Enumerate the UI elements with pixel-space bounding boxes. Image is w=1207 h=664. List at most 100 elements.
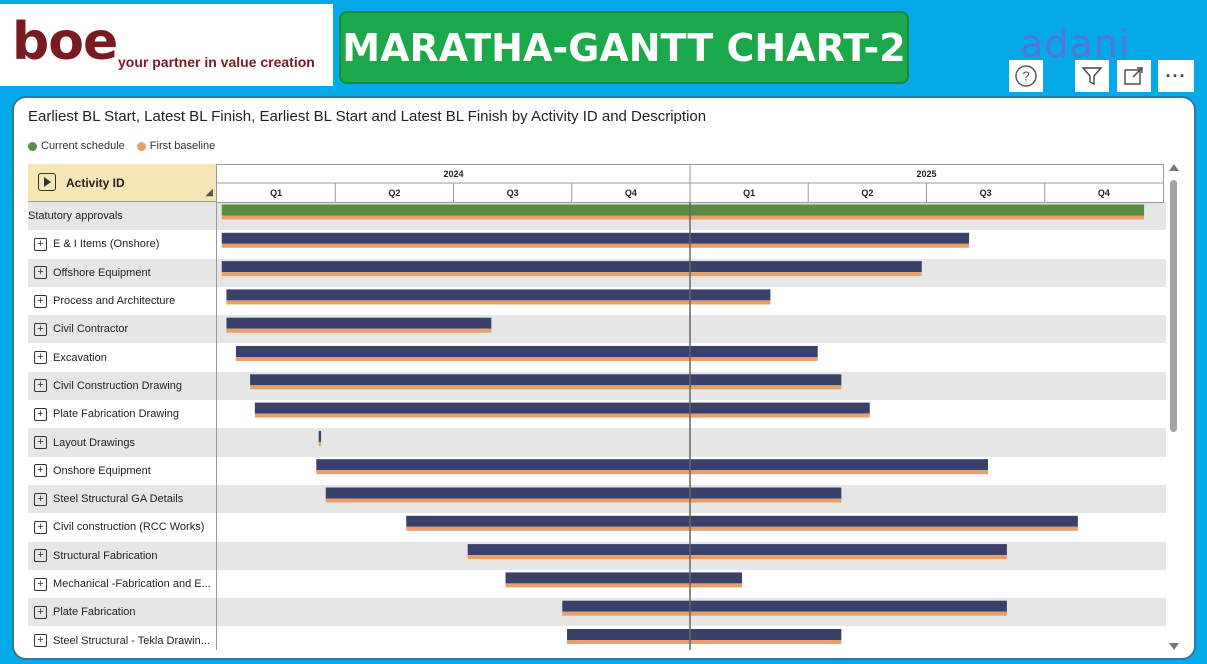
current-schedule-bar: [505, 572, 743, 584]
adani-logo: adani: [1020, 22, 1131, 66]
row-label: + Mechanical -Fabrication and E...: [28, 570, 216, 598]
row-label: + Structural Fabrication: [28, 542, 216, 570]
table-row: + Process and Architecture: [28, 287, 1166, 315]
quarter-label: Q1: [270, 188, 282, 198]
current-schedule-bar: [567, 629, 842, 640]
row-label: + Steel Structural - Tekla Drawin...: [28, 627, 216, 655]
table-row: + Steel Structural - Tekla Drawin...: [28, 627, 1166, 655]
more-options-button[interactable]: ···: [1158, 60, 1194, 92]
row-label: + Onshore Equipment: [28, 457, 216, 485]
table-row: + Excavation: [28, 344, 1166, 372]
quarter-label: Q1: [743, 188, 755, 198]
row-label-text: E & I Items (Onshore): [53, 238, 160, 251]
expand-icon[interactable]: +: [34, 577, 47, 591]
row-label: + Process and Architecture: [28, 287, 216, 315]
activity-id-header[interactable]: Activity ID ◢: [28, 164, 216, 202]
row-label: + Steel Structural GA Details: [28, 485, 216, 513]
row-label: + Plate Fabrication Drawing: [28, 400, 216, 428]
resize-handle-icon[interactable]: ◢: [205, 187, 213, 198]
baseline-bar: [250, 385, 842, 390]
quarter-label: Q4: [625, 188, 637, 198]
row-label-text: Plate Fabrication: [53, 606, 136, 619]
expand-icon[interactable]: +: [34, 407, 47, 421]
row-label-text: Civil construction (RCC Works): [53, 521, 205, 534]
legend-item-baseline[interactable]: First baseline: [136, 140, 216, 152]
row-label-text: Plate Fabrication Drawing: [53, 408, 179, 421]
current-schedule-bar: [235, 346, 818, 357]
expand-icon[interactable]: +: [34, 266, 47, 280]
activity-id-header-label: Activity ID: [66, 176, 125, 190]
focus-mode-icon: [1124, 67, 1143, 85]
expand-icon[interactable]: +: [34, 436, 47, 450]
expand-icon[interactable]: +: [34, 237, 47, 251]
expand-icon[interactable]: +: [34, 520, 47, 534]
row-label: + Offshore Equipment: [28, 259, 216, 287]
legend-current-label: Current schedule: [41, 140, 125, 152]
baseline-bar: [226, 300, 771, 305]
year-label: 2025: [916, 169, 936, 179]
quarter-label: Q2: [861, 188, 873, 198]
play-icon[interactable]: [38, 173, 56, 191]
baseline-bar: [235, 357, 818, 361]
baseline-bar: [325, 498, 842, 503]
baseline-bar: [316, 470, 988, 475]
quarter-label: Q2: [388, 188, 400, 198]
filter-button[interactable]: [1075, 60, 1109, 92]
dashboard-title-box: MARATHA-GANTT CHART-2: [339, 11, 909, 84]
help-button[interactable]: ?: [1009, 60, 1043, 92]
dashboard-title: MARATHA-GANTT CHART-2: [342, 25, 906, 70]
current-schedule-bar: [406, 515, 1078, 527]
current-schedule-bar: [226, 289, 771, 301]
quarter-label: Q3: [507, 188, 519, 198]
row-label: + Civil Contractor: [28, 315, 216, 343]
filter-icon: [1081, 67, 1103, 86]
expand-icon[interactable]: +: [34, 379, 47, 393]
table-row: + Civil construction (RCC Works): [28, 513, 1166, 541]
expand-icon[interactable]: +: [34, 351, 47, 365]
current-schedule-bar: [221, 261, 922, 273]
table-row: + Mechanical -Fabrication and E...: [28, 570, 1166, 598]
row-label: + Excavation: [28, 344, 216, 372]
legend-item-current[interactable]: Current schedule: [28, 140, 125, 152]
expand-icon[interactable]: +: [34, 549, 47, 563]
expand-icon[interactable]: +: [34, 464, 47, 478]
table-row: + Layout Drawings: [28, 428, 1166, 457]
row-label-text: Mechanical -Fabrication and E...: [53, 578, 211, 591]
row-label: + Civil construction (RCC Works): [28, 513, 216, 541]
expand-icon[interactable]: +: [34, 294, 47, 308]
row-label: + E & I Items (Onshore): [28, 230, 216, 258]
boe-logo-text: boe: [12, 12, 118, 72]
row-label-text: Statutory approvals: [28, 210, 123, 223]
legend-baseline-label: First baseline: [149, 140, 216, 152]
row-label-text: Process and Architecture: [53, 295, 176, 308]
vertical-scrollbar[interactable]: [1168, 164, 1180, 650]
baseline-bar: [254, 413, 870, 418]
scroll-up-icon[interactable]: [1169, 164, 1179, 171]
scroll-thumb[interactable]: [1170, 180, 1177, 432]
row-label: + Plate Fabrication: [28, 598, 216, 626]
boe-logo-tagline: your partner in value creation: [118, 54, 315, 70]
quarter-label: Q3: [980, 188, 992, 198]
year-label: 2024: [443, 169, 463, 179]
expand-icon[interactable]: +: [34, 322, 47, 336]
focus-mode-button[interactable]: [1117, 60, 1151, 92]
expand-icon[interactable]: +: [34, 605, 47, 619]
baseline-bar: [221, 243, 970, 248]
row-label-text: Layout Drawings: [53, 436, 135, 449]
expand-icon[interactable]: +: [34, 492, 47, 506]
current-schedule-bar: [318, 430, 322, 442]
row-label-text: Excavation: [53, 351, 107, 364]
current-schedule-bar: [226, 317, 492, 329]
scroll-down-icon[interactable]: [1169, 643, 1179, 650]
baseline-bar: [505, 583, 743, 588]
table-row: + E & I Items (Onshore): [28, 230, 1166, 258]
row-label: + Layout Drawings: [28, 428, 216, 456]
current-schedule-bar: [254, 402, 870, 414]
expand-icon[interactable]: +: [34, 634, 47, 648]
baseline-bar: [406, 526, 1078, 531]
baseline-bar: [221, 215, 1145, 220]
row-label-text: Steel Structural GA Details: [53, 493, 184, 506]
baseline-bar: [467, 555, 1007, 560]
current-schedule-bar: [250, 374, 842, 386]
legend-baseline-dot: [136, 141, 146, 151]
